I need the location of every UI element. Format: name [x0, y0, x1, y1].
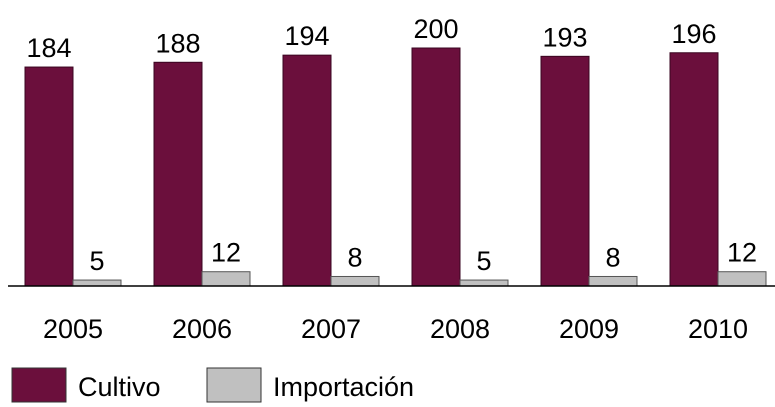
bar — [72, 279, 122, 287]
bar — [411, 47, 461, 287]
legend-label: Cultivo — [78, 372, 161, 402]
value-label: 196 — [671, 19, 716, 49]
value-label: 8 — [347, 242, 362, 272]
value-label: 12 — [211, 238, 241, 268]
value-label: 200 — [413, 14, 458, 44]
bar — [717, 271, 767, 287]
value-label: 5 — [476, 246, 491, 276]
x-tick-label: 2006 — [172, 314, 232, 344]
value-label: 194 — [284, 21, 329, 51]
bar — [669, 52, 719, 287]
bar — [153, 61, 203, 287]
bar — [540, 55, 590, 287]
value-label: 184 — [26, 33, 71, 63]
value-label: 193 — [542, 22, 587, 52]
value-label: 8 — [605, 242, 620, 272]
bar — [282, 54, 332, 287]
value-label: 5 — [89, 246, 104, 276]
value-label: 12 — [727, 238, 757, 268]
bar — [330, 275, 380, 287]
bar — [24, 66, 74, 287]
bar — [201, 271, 251, 287]
x-tick-label: 2008 — [430, 314, 490, 344]
x-tick-label: 2009 — [559, 314, 619, 344]
x-tick-label: 2005 — [43, 314, 103, 344]
x-tick-label: 2010 — [688, 314, 748, 344]
legend-swatch — [11, 367, 67, 403]
legend-swatch — [206, 367, 262, 403]
x-tick-label: 2007 — [301, 314, 361, 344]
value-label: 188 — [155, 28, 200, 58]
bar — [588, 275, 638, 287]
bar — [459, 279, 509, 287]
legend-label: Importación — [273, 372, 414, 402]
